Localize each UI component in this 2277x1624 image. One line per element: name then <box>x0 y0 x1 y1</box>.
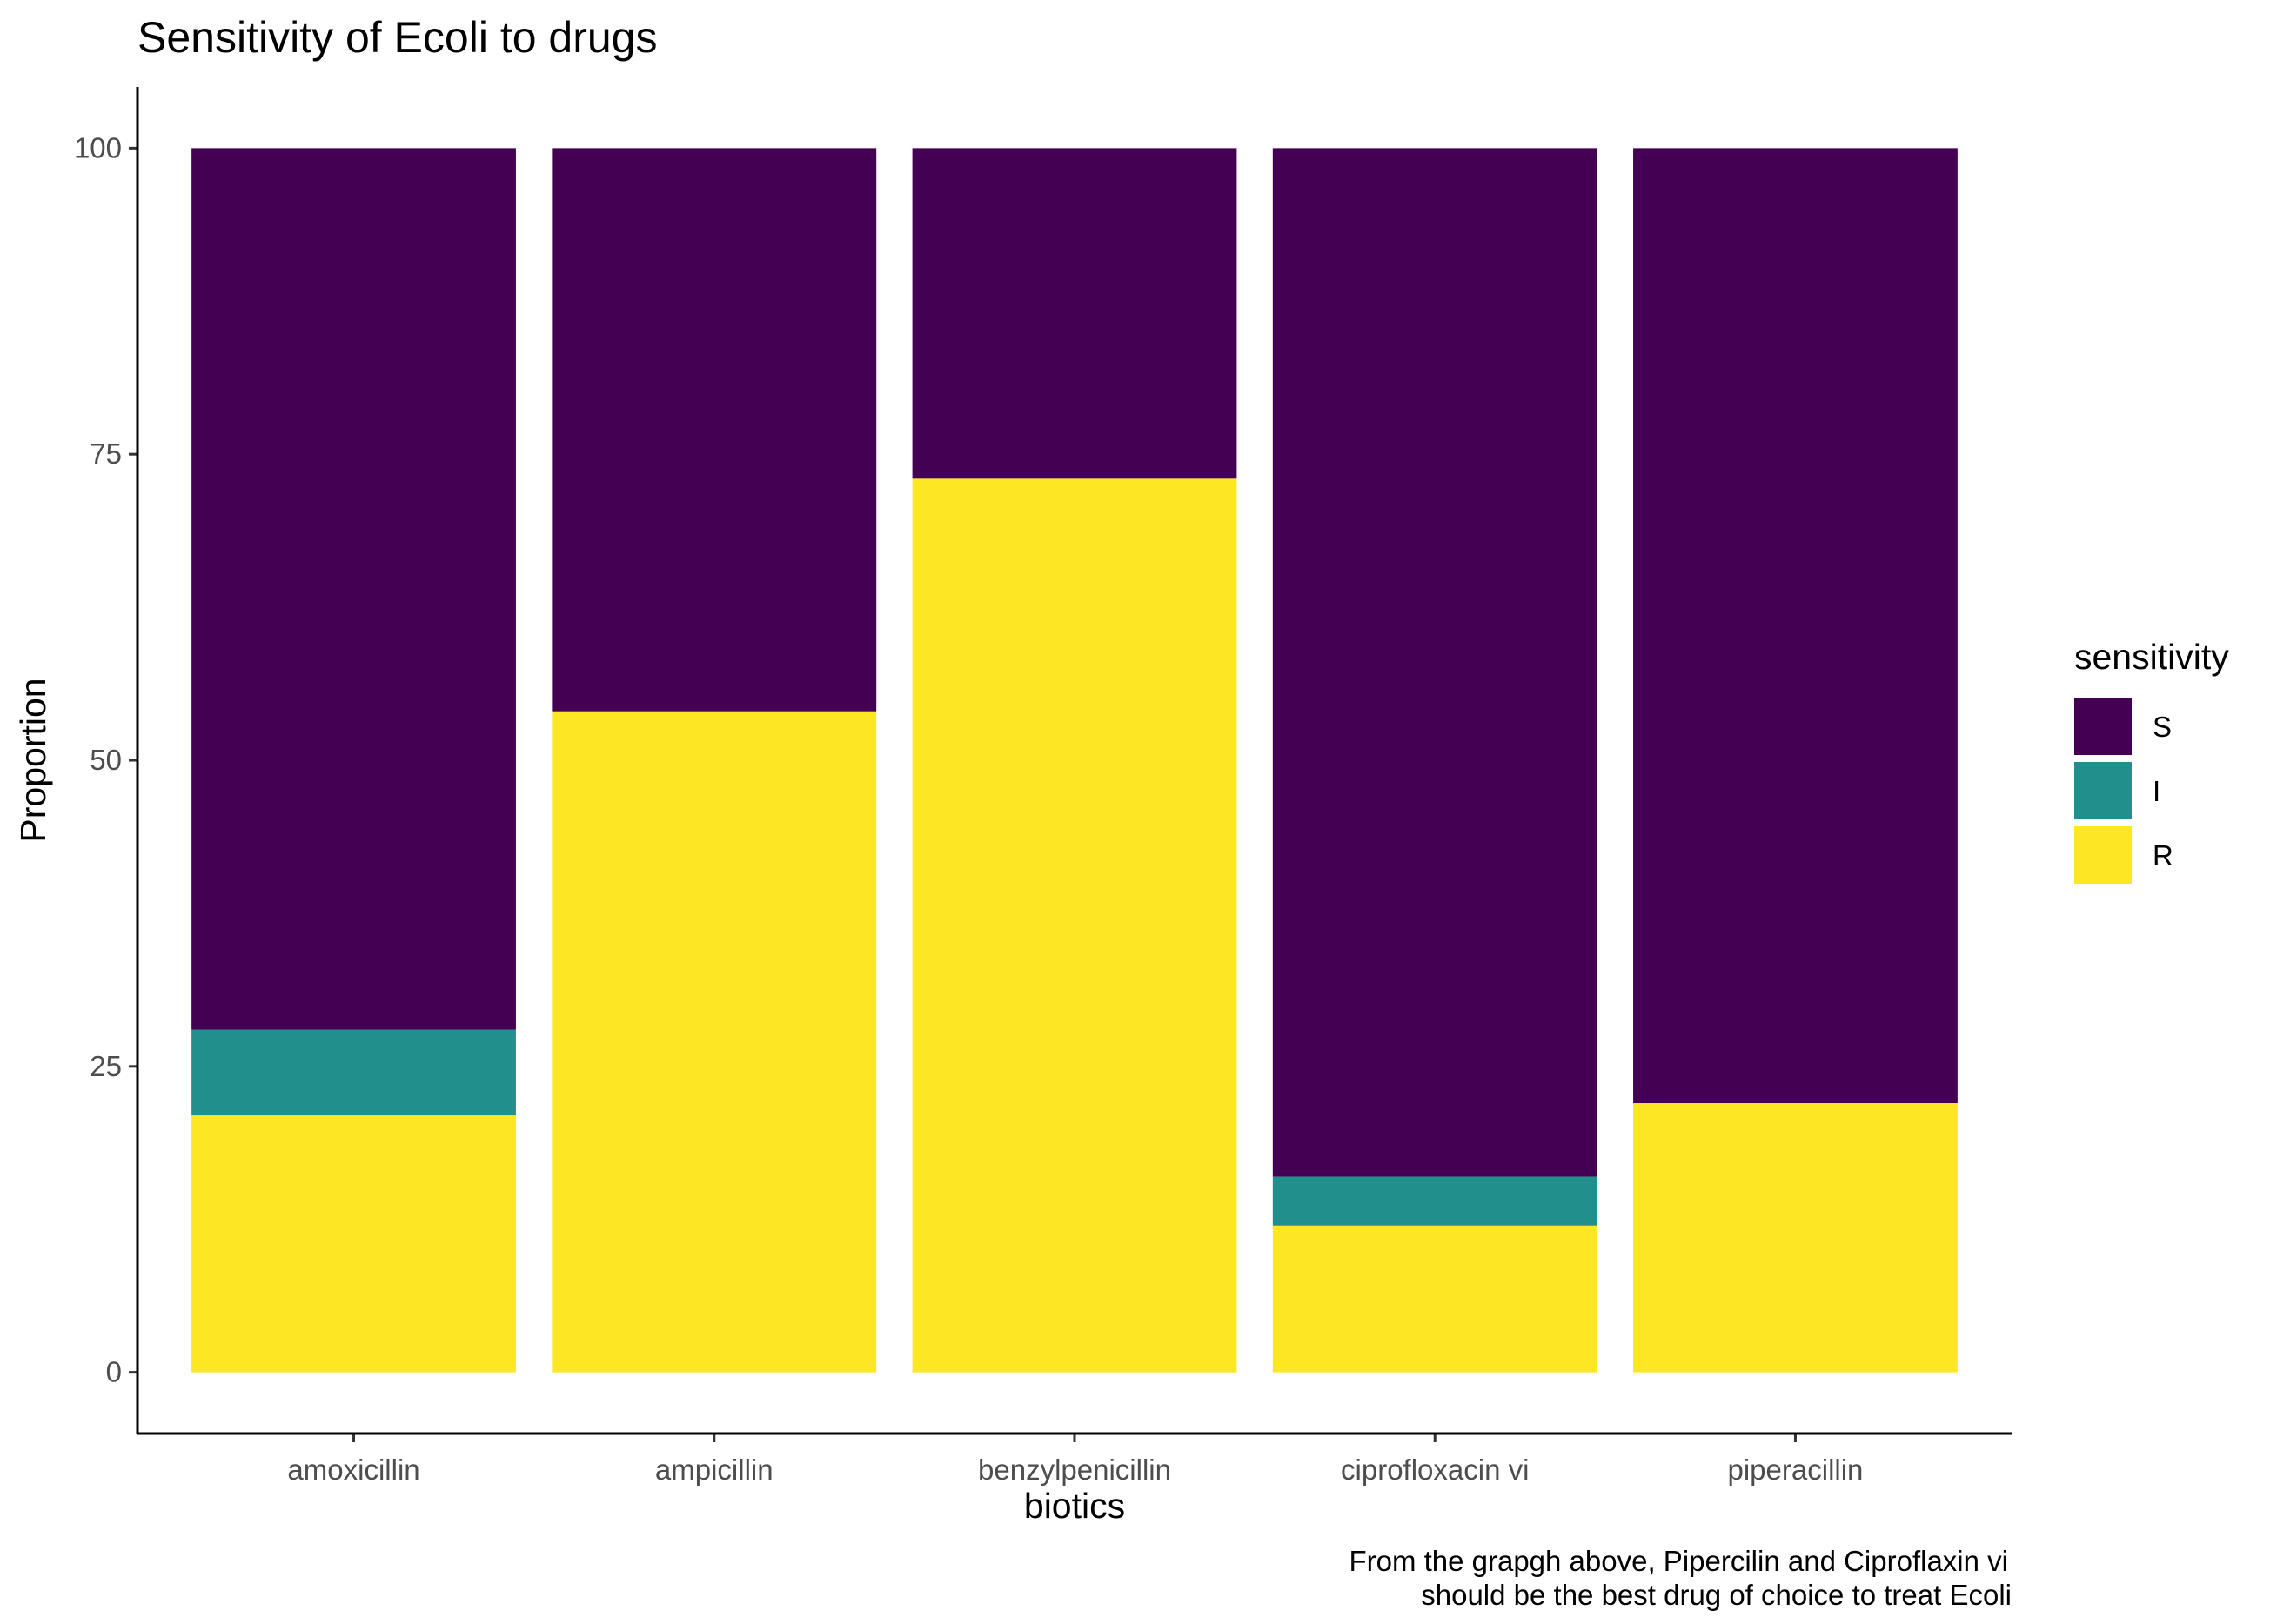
bars <box>191 148 1958 1373</box>
y-tick-label: 75 <box>90 438 122 470</box>
x-axis-title: biotics <box>1024 1486 1125 1526</box>
bar-benzylpenicillin-s <box>912 148 1237 479</box>
caption-line-1: From the grapgh above, Pipercilin and Ci… <box>1349 1545 2008 1577</box>
legend: sensitivity SIR <box>2074 637 2229 884</box>
caption-line-2: should be the best drug of choice to tre… <box>1421 1579 2012 1611</box>
x-tick-label-ampicillin: ampicillin <box>655 1454 774 1486</box>
legend-label-r: R <box>2153 839 2173 872</box>
bar-amoxicillin-r <box>191 1115 516 1373</box>
y-tick-label: 25 <box>90 1050 122 1082</box>
legend-swatch-s <box>2074 698 2132 755</box>
bar-piperacillin-r <box>1633 1103 1958 1373</box>
legend-swatch-r <box>2074 826 2132 884</box>
chart-title: Sensitivity of Ecoli to drugs <box>137 13 658 62</box>
bar-amoxicillin-i <box>191 1029 516 1116</box>
x-tick-label-benzylpenicillin: benzylpenicillin <box>978 1454 1171 1486</box>
bar-benzylpenicillin-r <box>912 478 1237 1373</box>
caption: From the grapgh above, Pipercilin and Ci… <box>1349 1545 2012 1611</box>
bar-ciprofloxacin-vi-i <box>1272 1176 1597 1226</box>
legend-label-s: S <box>2153 711 2172 743</box>
x-tick-label-piperacillin: piperacillin <box>1728 1454 1864 1486</box>
bar-ampicillin-r <box>552 711 877 1373</box>
y-axis-title: Proportion <box>13 678 53 842</box>
bar-amoxicillin-s <box>191 148 516 1030</box>
legend-title: sensitivity <box>2074 637 2229 677</box>
bar-ampicillin-s <box>552 148 877 712</box>
bar-ciprofloxacin-vi-s <box>1272 148 1597 1177</box>
x-tick-label-ciprofloxacin-vi: ciprofloxacin vi <box>1341 1454 1529 1486</box>
y-axis-ticks: 0 25 50 75 100 <box>74 131 137 1388</box>
x-axis-ticks: amoxicillin ampicillin benzylpenicillin cip… <box>287 1434 1863 1486</box>
bar-piperacillin-s <box>1633 148 1958 1104</box>
bar-ciprofloxacin-vi-r <box>1272 1225 1597 1373</box>
y-tick-label: 0 <box>106 1356 122 1388</box>
y-tick-label: 100 <box>74 131 122 164</box>
x-tick-label-amoxicillin: amoxicillin <box>287 1454 419 1486</box>
y-tick-label: 50 <box>90 744 122 776</box>
legend-label-i: I <box>2153 775 2160 807</box>
legend-swatch-i <box>2074 762 2132 819</box>
